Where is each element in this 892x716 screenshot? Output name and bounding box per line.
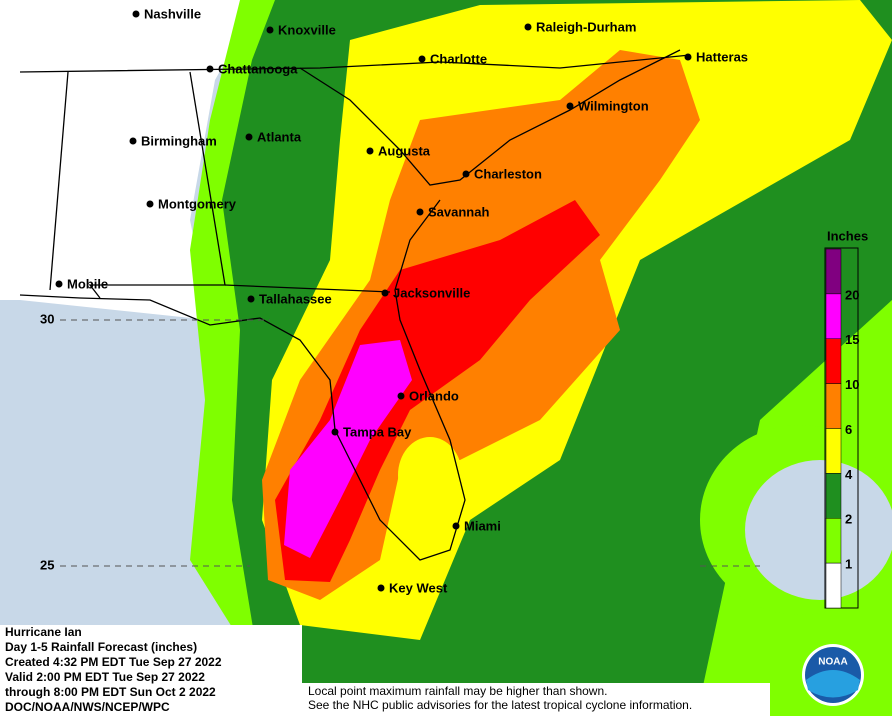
city-label: Hatteras: [696, 49, 748, 64]
city-label: Knoxville: [278, 22, 336, 37]
legend-swatch: [825, 518, 842, 564]
logo-text: NOAA: [818, 657, 847, 668]
legend-label: 15: [845, 332, 859, 347]
land-no-rain: [0, 0, 260, 320]
legend-title: Inches: [827, 228, 868, 243]
graticule: [60, 319, 760, 567]
city-dot: [397, 392, 405, 400]
legend-swatch: [825, 428, 842, 474]
city-dot: [206, 65, 214, 73]
legend-swatch: [825, 293, 842, 339]
legend-label: 4: [845, 467, 853, 482]
city-label: Charleston: [474, 166, 542, 181]
legend-swatch: [825, 473, 842, 519]
zone-15in: [284, 340, 412, 558]
city-label: Mobile: [67, 276, 108, 291]
legend-label: 2: [845, 512, 852, 527]
note: See the NHC public advisories for the la…: [308, 698, 692, 712]
city-dot: [146, 200, 154, 208]
legend-label: 1: [845, 557, 852, 572]
notes-box: [302, 683, 770, 716]
legend-label: 6: [845, 422, 852, 437]
city-label: Nashville: [144, 6, 201, 21]
city-label: Chattanooga: [218, 61, 298, 76]
city-dot: [247, 295, 255, 303]
ocean: [745, 460, 892, 600]
city-dot: [55, 280, 63, 288]
city-label: Raleigh-Durham: [536, 19, 636, 34]
latitude-label: 30: [40, 311, 54, 326]
note: Local point maximum rainfall may be high…: [308, 684, 607, 698]
city-dot: [566, 102, 574, 110]
city-dot: [266, 26, 274, 34]
city-dot: [462, 170, 470, 178]
legend: 1 2 4 6 10 15 20: [825, 248, 859, 609]
logo-wave: [806, 670, 860, 698]
city-label: Jacksonville: [393, 285, 470, 300]
city-label: Charlotte: [430, 51, 487, 66]
title-line: DOC/NOAA/NWS/NCEP/WPC: [5, 700, 170, 714]
zone-4in: [398, 437, 462, 513]
city-dot: [129, 137, 137, 145]
city-label: Key West: [389, 580, 448, 595]
city-dot: [377, 584, 385, 592]
title-line: Created 4:32 PM EDT Tue Sep 27 2022: [5, 655, 222, 669]
title-box: [0, 625, 302, 716]
city-dot: [416, 208, 424, 216]
city-label: Miami: [464, 518, 501, 533]
city-dot: [684, 53, 692, 61]
city-label: Savannah: [428, 204, 489, 219]
city-label: Wilmington: [578, 98, 649, 113]
title-line: Day 1-5 Rainfall Forecast (inches): [5, 640, 197, 654]
city-dot: [381, 289, 389, 297]
title-line: Valid 2:00 PM EDT Tue Sep 27 2022: [5, 670, 205, 684]
title-line: through 8:00 PM EDT Sun Oct 2 2022: [5, 685, 216, 699]
city-dot: [366, 147, 374, 155]
city-label: Birmingham: [141, 133, 217, 148]
city-label: Tallahassee: [259, 291, 332, 306]
boundaries: [19, 49, 691, 561]
legend-swatch: [825, 383, 842, 429]
latitude-label: 25: [40, 557, 54, 572]
city-label: Orlando: [409, 388, 459, 403]
city-dot: [452, 522, 460, 530]
legend-swatch: [825, 248, 842, 295]
title-line: Hurricane Ian: [5, 625, 82, 639]
city-dot: [132, 10, 140, 18]
zone-10in: [275, 200, 600, 582]
legend-frame: [824, 247, 859, 609]
city-dot: [245, 133, 253, 141]
legend-swatch: [825, 562, 842, 609]
city-dot: [418, 55, 426, 63]
city-label: Atlanta: [257, 129, 302, 144]
legend-swatch: [825, 338, 842, 384]
legend-label: 10: [845, 377, 859, 392]
city-dot: [524, 23, 532, 31]
city-label: Augusta: [378, 143, 431, 158]
cities: Nashville Knoxville Raleigh-Durham Hatteras…: [55, 6, 748, 595]
city-dot: [331, 428, 339, 436]
city-label: Tampa Bay: [343, 424, 412, 439]
city-label: Montgomery: [158, 196, 237, 211]
legend-label: 20: [845, 287, 859, 302]
